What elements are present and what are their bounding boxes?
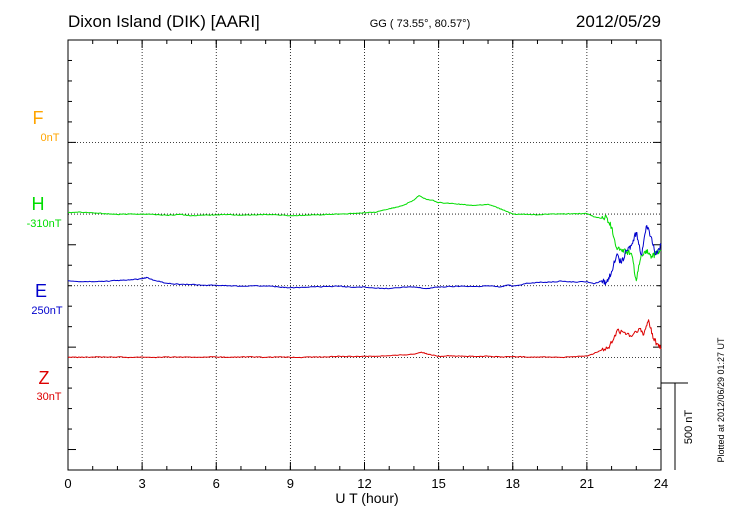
series-line-z <box>67 319 662 359</box>
x-tick-label: 15 <box>431 476 445 491</box>
channel-offset-h: -310nT <box>27 218 62 230</box>
channel-label-e: E <box>35 281 47 301</box>
series-line-e <box>67 225 662 290</box>
x-tick-label: 9 <box>287 476 294 491</box>
station-coordinates: GG ( 73.55°, 80.57°) <box>370 18 471 30</box>
x-tick-label: 21 <box>580 476 594 491</box>
x-tick-label: 6 <box>213 476 220 491</box>
grid-lines <box>68 40 661 470</box>
x-tick-label: 3 <box>139 476 146 491</box>
series-line-h <box>68 195 662 282</box>
date-label: 2012/05/29 <box>576 12 661 31</box>
scale-bar: 500 nT <box>661 382 695 470</box>
x-axis-label: U T (hour) <box>335 490 398 506</box>
plotted-timestamp: Plotted at 2012/06/29 01:27 UT <box>716 337 726 463</box>
plot-frame <box>67 39 662 471</box>
channel-label-f: F <box>33 108 44 128</box>
channel-offset-f: 0nT <box>41 132 60 144</box>
scale-bar-label: 500 nT <box>683 410 695 445</box>
series-lines <box>67 195 662 359</box>
channel-offset-z: 30nT <box>36 391 61 403</box>
x-tick-label: 12 <box>357 476 371 491</box>
channel-label-h: H <box>32 194 45 214</box>
channel-label-z: Z <box>39 368 50 388</box>
channel-offset-e: 250nT <box>31 305 62 317</box>
station-title: Dixon Island (DIK) [AARI] <box>68 12 260 31</box>
axis-ticks: 0 3 6 9 12 15 18 21 24 <box>64 39 668 491</box>
x-tick-label: 24 <box>654 476 668 491</box>
x-tick-label: 0 <box>64 476 71 491</box>
x-tick-label: 18 <box>506 476 520 491</box>
